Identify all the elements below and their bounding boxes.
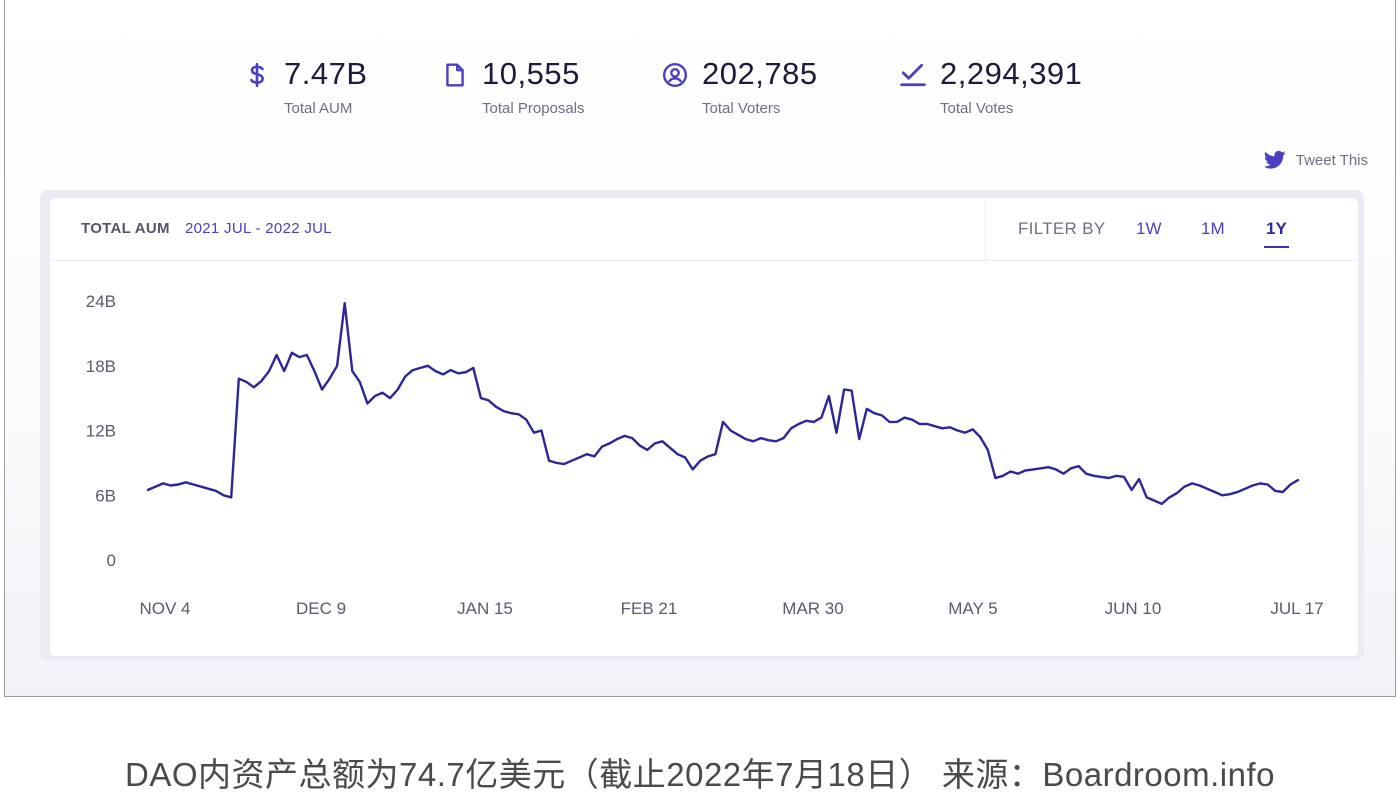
- x-tick-label: MAY 5: [948, 599, 997, 618]
- aum-line-chart: 0 6B 12B 18B 24B NOV 4 DEC 9 JAN 15 FEB 21 MAR 30…: [86, 292, 1324, 618]
- chart-title: TOTAL AUM: [81, 220, 170, 237]
- x-tick-label: MAR 30: [782, 599, 843, 618]
- filter-group: FILTER BY 1W 1M 1Y: [985, 198, 1358, 260]
- filter-1m-button[interactable]: 1M: [1201, 219, 1225, 238]
- y-tick-label: 0: [107, 551, 116, 570]
- document-icon: [446, 63, 464, 87]
- x-tick-label: JUL 17: [1270, 599, 1323, 618]
- series-line: [146, 302, 1300, 506]
- filter-label: FILTER BY: [1018, 219, 1106, 238]
- tweet-this-button[interactable]: Tweet This: [1263, 150, 1368, 170]
- chart-date-range: 2021 JUL - 2022 JUL: [185, 220, 332, 237]
- stat-label: Total Voters: [702, 100, 781, 117]
- figure-caption: DAO内资产总额为74.7亿美元（截止2022年7月18日） 来源：Boardr…: [125, 756, 1275, 793]
- chart-card-header: TOTAL AUM 2021 JUL - 2022 JUL FILTER BY …: [50, 198, 1358, 261]
- chart-card: TOTAL AUM 2021 JUL - 2022 JUL FILTER BY …: [50, 198, 1358, 656]
- dollar-icon: [250, 62, 264, 88]
- twitter-icon: [1263, 150, 1286, 169]
- stat-value: 10,555: [482, 56, 580, 91]
- x-tick-label: JUN 10: [1105, 599, 1162, 618]
- x-tick-label: DEC 9: [296, 599, 346, 618]
- stat-label: Total AUM: [284, 100, 353, 117]
- x-tick-label: NOV 4: [139, 599, 190, 618]
- y-tick-label: 18B: [86, 357, 116, 376]
- filter-1y-button[interactable]: 1Y: [1264, 219, 1289, 248]
- stat-value: 2,294,391: [940, 56, 1083, 91]
- stats-bar: 7.47B Total AUM 10,555 Total Proposals 2…: [0, 56, 1400, 126]
- x-tick-label: FEB 21: [621, 599, 678, 618]
- stat-value: 202,785: [702, 56, 818, 91]
- filter-1w-button[interactable]: 1W: [1136, 219, 1162, 238]
- x-tick-label: JAN 15: [457, 599, 513, 618]
- check-vote-icon: [900, 63, 926, 87]
- y-tick-label: 24B: [86, 292, 116, 311]
- user-circle-icon: [662, 62, 688, 88]
- stat-label: Total Votes: [940, 100, 1014, 117]
- y-tick-label: 12B: [86, 422, 116, 441]
- stat-value: 7.47B: [284, 56, 368, 91]
- tweet-this-label: Tweet This: [1295, 151, 1368, 169]
- stat-label: Total Proposals: [482, 100, 585, 117]
- y-tick-label: 6B: [95, 486, 116, 505]
